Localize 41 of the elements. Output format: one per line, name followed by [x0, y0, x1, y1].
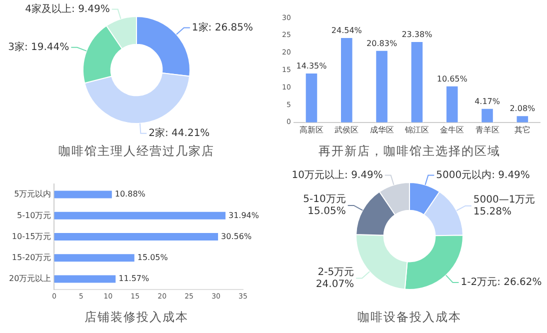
x-tick-label: 成华区: [370, 125, 394, 134]
data-label: 15.05%: [308, 206, 346, 218]
slice-label: 10万元以上: 9.49%: [292, 168, 383, 181]
text: 再开新店，咖啡馆主选择的区域: [318, 143, 502, 160]
slice-label: 2-5万元: [318, 266, 354, 278]
x-tick-label: 金牛区: [440, 125, 464, 134]
slice-label: 1-2万元: 26.62%: [460, 277, 542, 288]
data-label: 20.83%: [366, 38, 398, 48]
slice-label: 2家: 44.21%: [148, 126, 210, 139]
x-tick-label: 青羊区: [475, 125, 500, 134]
slice-label: 5000元以内: 9.49%: [436, 168, 530, 181]
data-label: 4.17%: [474, 96, 500, 106]
y-tick-label: 20万元以上: [8, 274, 52, 284]
x-tick-label: 高新区: [299, 125, 324, 134]
x-tick-label: 其它: [514, 125, 530, 134]
text: 咖啡馆主理人经营过几家店: [58, 143, 216, 160]
data-label: 15.28%: [473, 206, 512, 218]
y-tick-label: 5万元以内: [14, 190, 52, 199]
data-label: 30.56%: [221, 232, 252, 241]
y-tick-label: 15-20万元: [12, 253, 52, 262]
slice-label: 5000—1万元: [473, 194, 536, 206]
data-label: 24.07%: [316, 278, 354, 290]
data-label: 14.35%: [296, 62, 328, 71]
data-label: 10.65%: [436, 74, 468, 84]
slice-label: 3家: 19.44%: [8, 41, 70, 54]
data-label: 23.38%: [402, 30, 433, 40]
y-tick-label: 5-10万元: [17, 210, 52, 220]
text: 咖啡设备投入成本: [356, 309, 462, 326]
slice-label: 1家: 26.85%: [192, 21, 253, 34]
data-label: 11.57%: [118, 274, 150, 284]
x-tick-label: 锦江区: [404, 125, 429, 134]
data-label: 31.94%: [228, 210, 260, 220]
data-label: 24.54%: [331, 26, 362, 36]
x-tick-label: 武侯区: [334, 125, 359, 134]
text: 店铺装修投入成本: [84, 309, 190, 326]
data-label: 15.05%: [137, 253, 168, 262]
y-tick-label: 10-15万元: [12, 232, 52, 241]
slice-label: 4家及以上: 9.49%: [25, 2, 110, 15]
data-label: 2.08%: [510, 104, 536, 114]
slice-label: 5-10万元: [303, 194, 346, 206]
data-label: 10.88%: [114, 190, 146, 199]
